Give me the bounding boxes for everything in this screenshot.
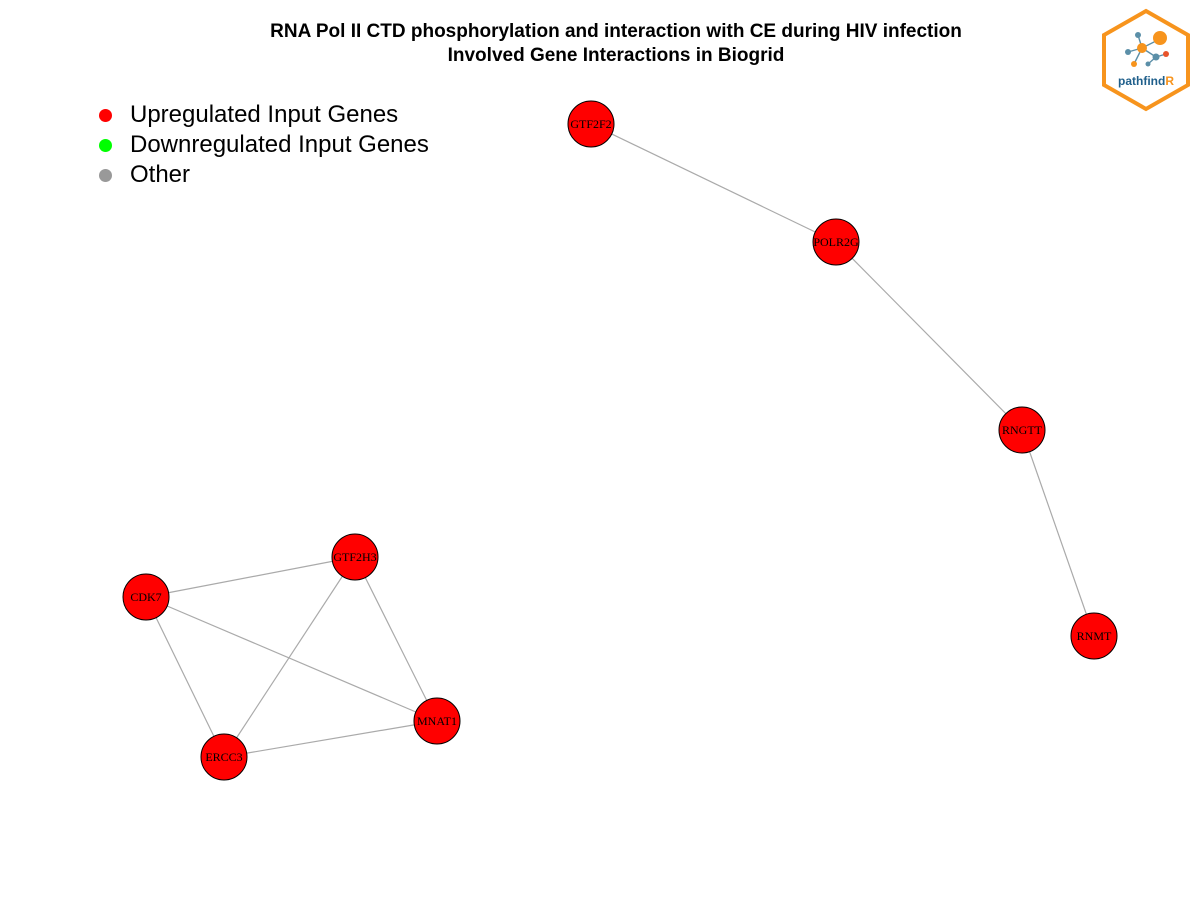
node-label-gtf2f2: GTF2F2 bbox=[570, 117, 611, 131]
node-rngtt[interactable]: RNGTT bbox=[998, 406, 1046, 454]
network-nodes: GTF2F2 POLR2G RNGTT RNMT GTF2H3 CDK7 MNAT1 ERCC… bbox=[122, 100, 1118, 781]
network-edges bbox=[145, 123, 1095, 758]
legend-dot-downregulated bbox=[99, 138, 112, 152]
edge-cdk7-gtf2h3 bbox=[145, 556, 356, 598]
node-circle-rngtt[interactable] bbox=[998, 406, 1046, 454]
node-gtf2f2[interactable]: GTF2F2 bbox=[567, 100, 615, 148]
legend-label-downregulated: Downregulated Input Genes bbox=[130, 131, 429, 158]
node-circle-rnmt[interactable] bbox=[1070, 612, 1118, 660]
edge-ercc3-mnat1 bbox=[223, 720, 438, 758]
node-label-ercc3: ERCC3 bbox=[205, 750, 242, 764]
legend-item-other: Other bbox=[96, 160, 429, 190]
legend-dot-upregulated bbox=[99, 108, 112, 122]
node-gtf2h3[interactable]: GTF2H3 bbox=[331, 533, 379, 581]
node-cdk7[interactable]: CDK7 bbox=[122, 573, 170, 621]
node-polr2g[interactable]: POLR2G bbox=[812, 218, 860, 266]
node-circle-gtf2h3[interactable] bbox=[331, 533, 379, 581]
logo-hexagon-icon bbox=[1102, 8, 1190, 112]
edge-gtf2h3-ercc3 bbox=[223, 556, 356, 758]
title-line-2: Involved Gene Interactions in Biogrid bbox=[447, 45, 785, 66]
legend-label-upregulated: Upregulated Input Genes bbox=[130, 101, 399, 128]
node-label-mnat1: MNAT1 bbox=[417, 714, 457, 728]
node-circle-ercc3[interactable] bbox=[200, 733, 248, 781]
pathfindr-logo: pathfindR bbox=[1102, 8, 1190, 112]
edge-cdk7-ercc3 bbox=[145, 596, 225, 758]
edge-gtf2f2-polr2g bbox=[590, 123, 837, 243]
logo-nodes-icon bbox=[1125, 31, 1169, 67]
node-circle-polr2g[interactable] bbox=[812, 218, 860, 266]
node-mnat1[interactable]: MNAT1 bbox=[413, 697, 461, 745]
legend-dot-other bbox=[99, 168, 112, 182]
node-circle-cdk7[interactable] bbox=[122, 573, 170, 621]
logo-text: pathfindR bbox=[1118, 74, 1174, 88]
node-label-cdk7: CDK7 bbox=[130, 590, 161, 604]
edge-polr2g-rngtt bbox=[835, 241, 1023, 431]
node-ercc3[interactable]: ERCC3 bbox=[200, 733, 248, 781]
legend-item-downregulated: Downregulated Input Genes bbox=[96, 130, 429, 160]
node-label-gtf2h3: GTF2H3 bbox=[333, 550, 376, 564]
node-circle-gtf2f2[interactable] bbox=[567, 100, 615, 148]
node-label-rnmt: RNMT bbox=[1077, 629, 1112, 643]
legend-item-upregulated: Upregulated Input Genes bbox=[96, 100, 429, 130]
node-circle-mnat1[interactable] bbox=[413, 697, 461, 745]
legend: Upregulated Input Genes Downregulated In… bbox=[96, 100, 429, 190]
edge-cdk7-mnat1 bbox=[145, 596, 438, 722]
legend-label-other: Other bbox=[130, 161, 191, 188]
chart-title: RNA Pol II CTD phosphorylation and inter… bbox=[0, 20, 1200, 68]
node-rnmt[interactable]: RNMT bbox=[1070, 612, 1118, 660]
node-label-polr2g: POLR2G bbox=[813, 235, 859, 249]
title-line-1: RNA Pol II CTD phosphorylation and inter… bbox=[270, 21, 962, 42]
edge-rngtt-rnmt bbox=[1021, 429, 1095, 637]
edge-gtf2h3-mnat1 bbox=[354, 556, 438, 722]
node-label-rngtt: RNGTT bbox=[1002, 423, 1043, 437]
